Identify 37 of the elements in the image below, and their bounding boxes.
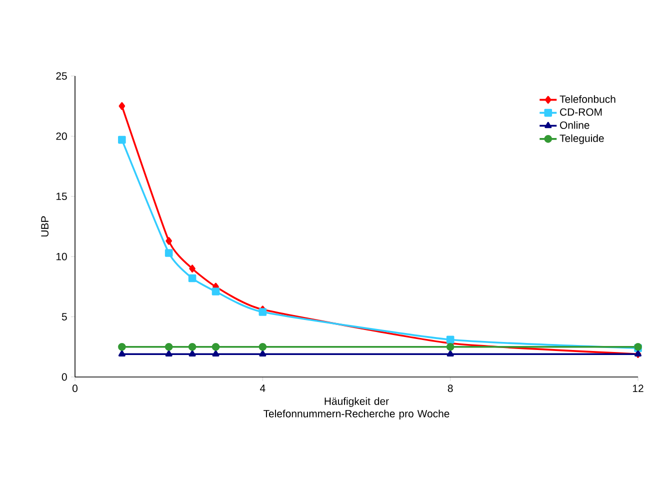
point [164, 342, 173, 351]
point [118, 136, 126, 144]
point [259, 350, 266, 357]
x-axis-title: Häufigkeit der Telefonnummern-Recherche pro Woche [264, 397, 450, 420]
y-tick-label: 15 [56, 192, 67, 200]
legend-label: Online [560, 121, 590, 129]
y-tick-label: 10 [56, 252, 67, 260]
y-axis-title: UBP [41, 216, 49, 236]
y-tick-label: 0 [62, 373, 67, 381]
point [212, 342, 220, 351]
point [188, 350, 196, 357]
legend-label: Teleguide [560, 134, 604, 144]
x-tick-label: 12 [632, 384, 644, 392]
point [118, 102, 126, 110]
x-tick-label: 4 [260, 384, 266, 392]
legend-label: Telefonbuch [560, 95, 616, 103]
point [212, 288, 220, 296]
point [446, 350, 454, 357]
point [164, 249, 173, 257]
point [258, 308, 267, 316]
point [258, 342, 267, 351]
legend-label: CD-ROM [560, 108, 602, 116]
y-tick-label: 5 [62, 313, 67, 320]
x-tick-label: 8 [448, 384, 453, 392]
point [166, 237, 172, 245]
point [446, 336, 454, 344]
x-tick-label: 0 [72, 384, 78, 392]
point [188, 342, 196, 351]
point [165, 350, 172, 357]
point [118, 342, 126, 351]
point [212, 350, 220, 357]
point [189, 264, 196, 273]
y-tick-label: 25 [56, 72, 67, 80]
y-tick-label: 20 [56, 132, 67, 140]
point [188, 274, 196, 282]
point [446, 342, 454, 351]
point [118, 350, 126, 357]
